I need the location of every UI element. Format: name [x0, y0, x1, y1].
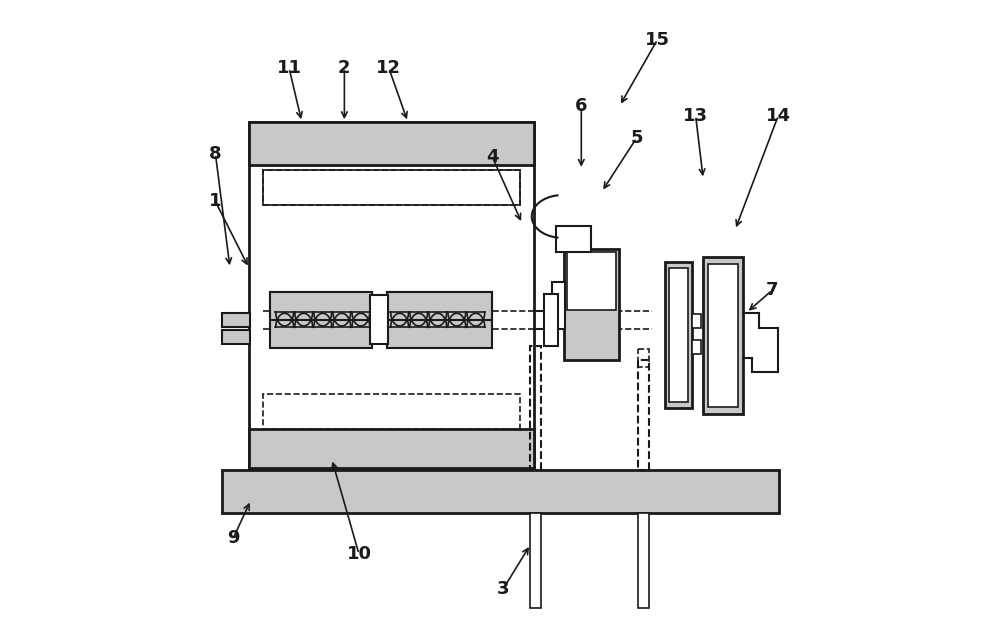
- Text: 5: 5: [630, 129, 643, 147]
- Text: 4: 4: [486, 148, 499, 166]
- Text: 9: 9: [227, 529, 239, 547]
- Text: 12: 12: [376, 59, 401, 77]
- Bar: [638, 360, 649, 470]
- Text: 6: 6: [575, 97, 588, 115]
- Bar: [249, 122, 534, 165]
- Bar: [387, 292, 492, 348]
- Text: 3: 3: [497, 580, 509, 598]
- Bar: [638, 349, 649, 367]
- Bar: [567, 253, 616, 310]
- Text: 11: 11: [277, 59, 302, 77]
- Bar: [222, 313, 250, 327]
- Bar: [638, 513, 649, 608]
- Text: 10: 10: [346, 545, 371, 563]
- Bar: [222, 330, 250, 345]
- Bar: [249, 122, 534, 468]
- Bar: [544, 293, 558, 346]
- Text: 13: 13: [683, 107, 708, 124]
- Bar: [692, 314, 701, 327]
- Bar: [552, 283, 565, 329]
- Bar: [708, 264, 738, 406]
- Bar: [263, 170, 520, 205]
- Text: 2: 2: [338, 59, 351, 77]
- Bar: [263, 394, 520, 429]
- Text: 14: 14: [766, 107, 791, 124]
- Bar: [370, 295, 388, 345]
- Text: 7: 7: [766, 281, 778, 299]
- Bar: [665, 262, 692, 408]
- Bar: [530, 513, 541, 608]
- Bar: [564, 249, 619, 360]
- Bar: [249, 429, 534, 468]
- Bar: [692, 340, 701, 354]
- Bar: [270, 292, 372, 348]
- Bar: [669, 268, 688, 401]
- Bar: [703, 256, 743, 414]
- Text: 1: 1: [209, 193, 222, 211]
- Bar: [270, 292, 372, 320]
- Bar: [222, 470, 779, 513]
- Bar: [387, 292, 492, 320]
- Text: 8: 8: [209, 145, 222, 163]
- Text: 15: 15: [645, 31, 670, 48]
- Bar: [263, 170, 520, 205]
- Bar: [530, 346, 541, 470]
- Bar: [556, 226, 591, 252]
